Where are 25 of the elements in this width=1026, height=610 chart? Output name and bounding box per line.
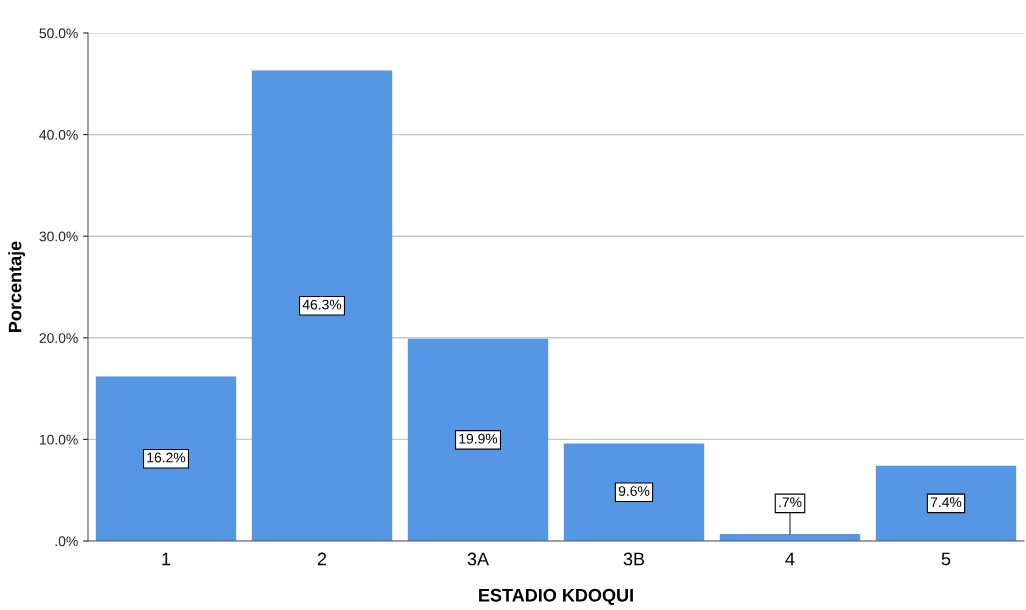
bar [407, 338, 549, 541]
x-tick-label: 5 [941, 552, 951, 566]
data-label: 16.2% [147, 452, 186, 463]
bar [875, 465, 1017, 541]
data-label: 7.4% [930, 497, 962, 508]
x-tick-label: 3B [623, 552, 645, 566]
bar [95, 376, 237, 541]
data-label: 19.9% [459, 433, 498, 444]
y-tick-label: 50.0% [39, 28, 78, 39]
x-tick-label: 1 [162, 552, 171, 566]
data-label: 46.3% [302, 299, 342, 310]
data-label: .7% [779, 497, 802, 508]
y-tick-label: 30.0% [39, 231, 78, 242]
x-tick-label: 4 [785, 552, 795, 566]
x-axis-title: ESTADIO KDOQUI [479, 588, 633, 606]
y-tick-label: 20.0% [39, 333, 78, 343]
y-axis-title: Porcentaje [8, 241, 26, 332]
bar [563, 443, 705, 541]
y-tick-label: .0% [55, 536, 78, 547]
y-tick-label: 10.0% [39, 434, 78, 445]
y-tick-label: 40.0% [39, 129, 78, 140]
x-tick-label: 2 [317, 552, 327, 566]
bar [251, 70, 393, 541]
x-tick-label: 3A [467, 552, 490, 566]
data-label: 9.6% [618, 486, 650, 496]
